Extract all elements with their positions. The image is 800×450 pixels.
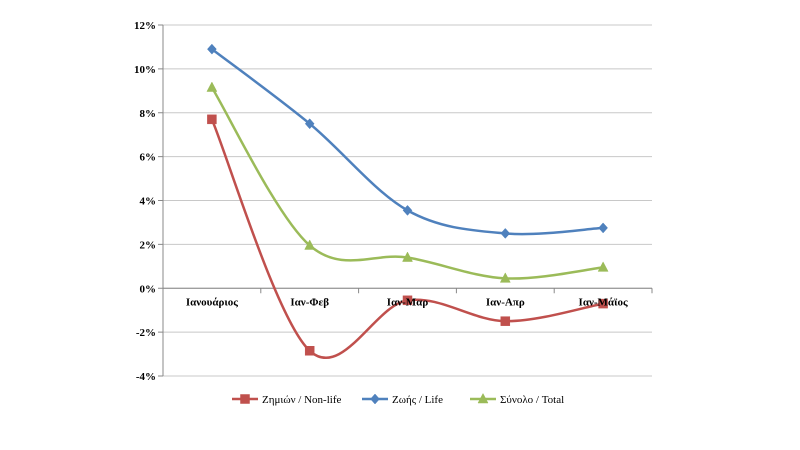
series-line (211, 48, 604, 236)
x-category-label: Ιαν-Μάϊος (579, 296, 628, 308)
x-category-label: Ιανουάριος (186, 296, 238, 308)
y-tick-label: 6% (140, 152, 157, 164)
series-1 (207, 43, 608, 239)
y-tick-label: 12% (134, 20, 156, 32)
x-category-label: Ιαν-Φεβ (290, 296, 329, 308)
data-point (598, 222, 608, 234)
series-line (210, 118, 604, 360)
data-point (597, 261, 609, 272)
data-point (499, 272, 511, 283)
y-tick-label: 4% (140, 196, 157, 208)
legend-label: Ζωής / Life (392, 394, 443, 406)
legend-marker (370, 393, 380, 405)
data-point (500, 228, 511, 239)
data-point (207, 43, 217, 55)
x-axis-category-labels: Ιανουάριος Ιαν-Φεβ Ιαν-Μαρ Ιαν-Απρ Ιαν-Μάϊος (186, 296, 628, 308)
series-2 (206, 81, 609, 283)
legend: Ζημιών / Non-life Ζωής / Life Σύνολο / Tot… (232, 392, 564, 406)
series-line (210, 86, 604, 280)
axes (158, 24, 653, 377)
data-point (402, 204, 413, 216)
series-0 (207, 114, 608, 360)
legend-marker (477, 392, 489, 404)
legend-marker (240, 394, 250, 404)
y-tick-label: 8% (140, 108, 157, 120)
legend-label: Σύνολο / Total (500, 394, 564, 406)
legend-item: Ζημιών / Non-life (232, 394, 341, 406)
legend-item: Ζωής / Life (362, 393, 443, 406)
y-tick-label: 2% (140, 239, 157, 251)
data-point (598, 298, 608, 309)
y-tick-label: 10% (134, 64, 156, 76)
legend-label: Ζημιών / Non-life (262, 394, 341, 406)
data-point (402, 295, 413, 306)
data-point (304, 239, 316, 250)
data-point (500, 316, 511, 326)
legend-item: Σύνολο / Total (470, 392, 564, 406)
x-category-label: Ιαν-Απρ (486, 296, 525, 308)
data-point (207, 114, 217, 125)
y-axis-tick-labels: 12% 10% 8% 6% 4% 2% 0% -2% -4% (134, 20, 156, 383)
series-lines (206, 43, 609, 360)
x-category-label: Ιαν-Μαρ (387, 296, 429, 308)
data-point (304, 118, 315, 130)
y-tick-label: -2% (136, 327, 156, 339)
data-point (206, 81, 218, 92)
gridlines (163, 24, 652, 377)
y-tick-label: 0% (140, 283, 157, 295)
y-tick-label: -4% (136, 371, 156, 383)
data-point (402, 251, 413, 262)
data-point (304, 346, 315, 356)
